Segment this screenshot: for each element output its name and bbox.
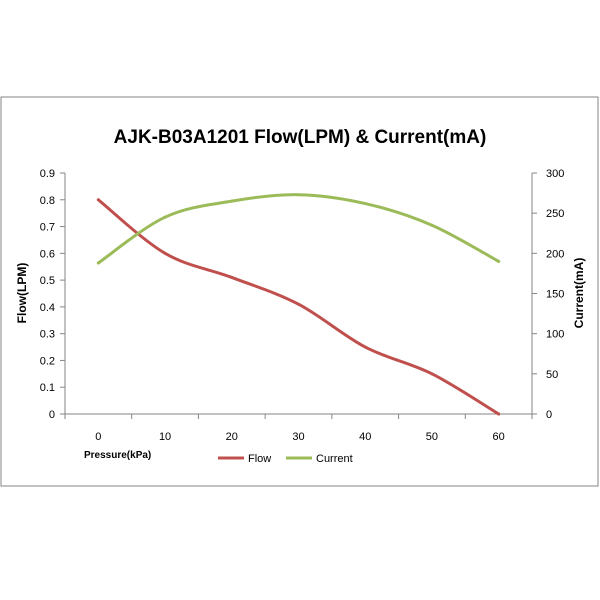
data-point-flow [96, 198, 100, 202]
x-tick-label: 40 [359, 431, 371, 443]
chart-title: AJK-B03A1201 Flow(LPM) & Current(mA) [114, 127, 487, 148]
x-tick-label: 20 [226, 431, 238, 443]
y-tick-label-left: 0.6 [40, 248, 55, 260]
y-tick-label-right: 50 [546, 369, 558, 381]
data-point-flow [163, 251, 167, 255]
y-tick-label-left: 0.7 [40, 222, 55, 234]
data-point-current [363, 202, 367, 206]
y-tick-label-right: 150 [546, 289, 564, 301]
data-point-current [163, 215, 167, 219]
data-point-current [430, 223, 434, 227]
x-tick-label: 10 [159, 431, 171, 443]
data-point-current [497, 259, 501, 263]
legend: Flow Current [218, 453, 353, 465]
x-tick-label: 0 [95, 431, 101, 443]
y-tick-label-left: 0.1 [40, 382, 55, 394]
data-point-current [96, 261, 100, 265]
chart-border [0, 96, 599, 487]
x-tick-label: 60 [493, 431, 505, 443]
data-point-current [230, 199, 234, 203]
y-tick-label-left: 0.4 [40, 302, 55, 314]
y-axis-label-right: Current(mA) [572, 258, 586, 329]
x-tick-label: 50 [426, 431, 438, 443]
x-tick-label: 30 [292, 431, 304, 443]
axis-ticks: 00.10.20.30.40.50.60.70.80.9050100150200… [40, 168, 565, 443]
y-tick-label-right: 300 [546, 168, 564, 180]
y-tick-label-right: 250 [546, 208, 564, 220]
data-point-current [297, 193, 300, 197]
data-point-flow [363, 345, 367, 349]
x-axis-label: Pressure(kPa) [84, 450, 151, 461]
legend-label-flow: Flow [248, 453, 271, 465]
series-layer [96, 193, 501, 416]
y-tick-label-left: 0.3 [40, 329, 55, 341]
y-tick-label-left: 0.5 [40, 275, 55, 287]
legend-label-current: Current [316, 453, 353, 465]
y-tick-label-left: 0.8 [40, 195, 55, 207]
y-tick-label-right: 200 [546, 248, 564, 260]
data-point-flow [297, 302, 300, 306]
y-tick-label-left: 0.2 [40, 355, 55, 367]
data-point-flow [497, 412, 501, 416]
y-tick-label-left: 0 [49, 409, 55, 421]
y-tick-label-right: 0 [546, 409, 552, 421]
data-point-flow [430, 372, 434, 376]
y-axis-label-left: Flow(LPM) [15, 263, 29, 324]
y-tick-label-right: 100 [546, 329, 564, 341]
data-point-flow [230, 275, 234, 279]
y-tick-label-left: 0.9 [40, 168, 55, 180]
